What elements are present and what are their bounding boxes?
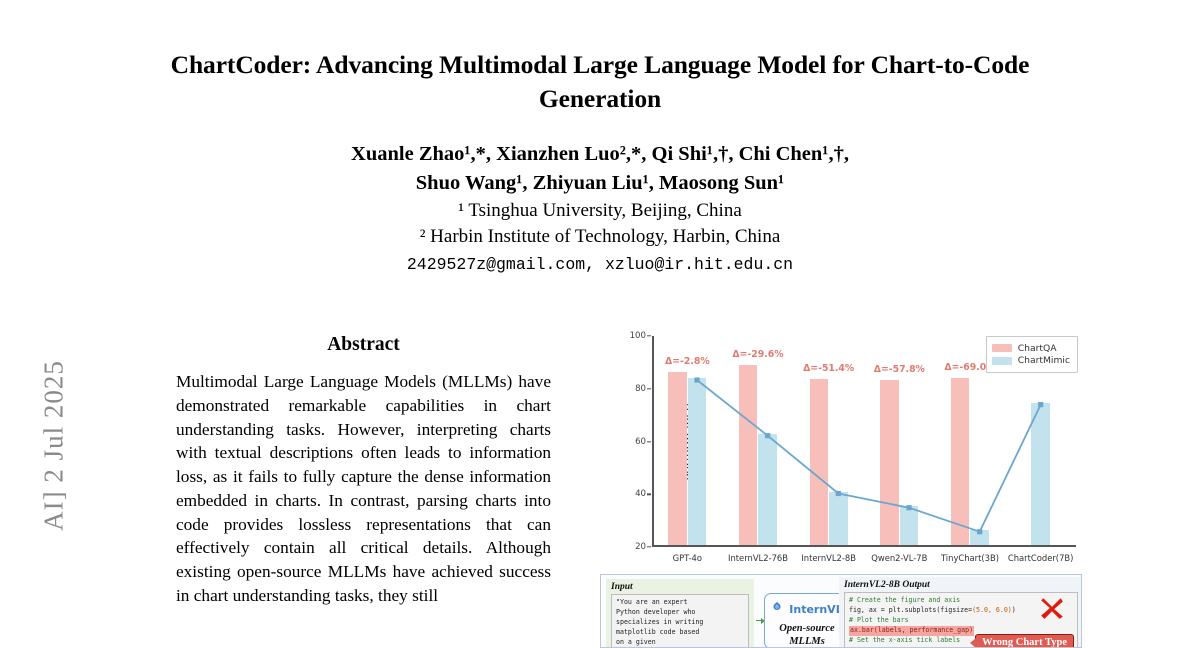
bar-chartmimic-1 (758, 434, 777, 546)
x-tick-label-3: Qwen2-VL-7B (871, 553, 928, 564)
code-line-1: # Create the figure and axis (849, 596, 961, 604)
code-line-4: ax.bar(labels, performance_gap) (849, 625, 1073, 636)
code-line-2-b: (5.0, 6.0) (972, 605, 1012, 614)
bar-chartmimic-5 (1031, 402, 1050, 546)
author-line-2: Shuo Wang¹, Zhiyuan Liu¹, Maosong Sun¹ (415, 172, 785, 195)
code-line-2-c: ) (1011, 605, 1016, 614)
legend-swatch-chartqa (991, 344, 1012, 352)
red-x-icon (1041, 598, 1063, 619)
abstract-section: Abstract Multimodal Large Language Model… (176, 334, 551, 608)
bar-chartmimic-2 (829, 491, 848, 546)
y-tick-80: 80 (618, 384, 646, 394)
arxiv-stamp: AI] 2 Jul 2025 (38, 360, 69, 531)
legend-label-chartqa: ChartQA (1017, 342, 1057, 354)
y-tick-100: 100 (618, 331, 646, 341)
model-box: InternVL Open-source MLLMs (764, 593, 850, 648)
chart-legend: ChartQA ChartMimic (985, 336, 1078, 373)
y-tick-20: 20 (618, 542, 646, 552)
bar-chartqa-1 (739, 365, 758, 546)
bar-group-internvl2-8b: InternVL2-8B Δ=-51.4% (793, 334, 864, 563)
input-prompt-box: "You are an expert Python developer who … (611, 594, 749, 647)
x-tick-label-0: GPT-4o (672, 553, 703, 564)
y-tick-60: 60 (618, 437, 646, 447)
input-panel-heading: Input (611, 582, 633, 592)
author-emails: 2429527z@gmail.com, xzluo@ir.hit.edu.cn (406, 254, 794, 274)
abstract-heading: Abstract (327, 334, 400, 355)
model-name-label: InternVL (789, 602, 843, 616)
delta-annotation-4: Δ=-69.0% (944, 362, 996, 374)
arrow-input-to-model (756, 620, 764, 622)
code-line-4-highlight: ax.bar(labels, performance_gap) (849, 625, 975, 636)
legend-item-chartmimic: ChartMimic (991, 355, 1070, 366)
legend-item-chartqa: ChartQA (991, 342, 1070, 354)
bar-chartqa-2 (809, 379, 829, 546)
authors-block: Xuanle Zhao¹,*, Xianzhen Luo²,*, Qi Shi¹… (150, 140, 1050, 277)
page-title: ChartCoder: Advancing Multimodal Large L… (170, 50, 1030, 113)
y-tick-40: 40 (618, 489, 646, 499)
bar-chartqa-3 (880, 379, 899, 546)
delta-annotation-2: Δ=-51.4% (803, 363, 855, 375)
x-tick-label-5: ChartCoder(7B) (1007, 553, 1074, 564)
bar-group-internvl2-76b: InternVL2-76B Δ=-29.6% (723, 334, 794, 563)
code-line-3: # Plot the bars (849, 615, 909, 624)
author-line-1: Xuanle Zhao¹,*, Xianzhen Luo²,*, Qi Shi¹… (351, 143, 849, 165)
bar-chartmimic-4 (970, 530, 989, 546)
x-tick-label-4: TinyChart(3B) (940, 553, 1000, 564)
generated-code-box: # Create the figure and axis fig, ax = p… (844, 592, 1078, 647)
affiliation-2: ² Harbin Institute of Technology, Harbin… (419, 226, 781, 248)
title-block: ChartCoder: Advancing Multimodal Large L… (150, 48, 1050, 115)
legend-label-chartmimic: ChartMimic (1017, 355, 1070, 366)
input-panel: Input "You are an expert Python develope… (606, 579, 754, 647)
affiliation-1: ¹ Tsinghua University, Beijing, China (458, 200, 742, 222)
bar-group-gpt-4o: GPT-4o Δ=-2.8% (652, 334, 723, 563)
bar-group-qwen2-vl-7b: Qwen2-VL-7B Δ=-57.8% (864, 334, 935, 564)
code-line-2: fig, ax = plt.subplots(figsize=(5.0, 6.0… (849, 606, 1073, 616)
output-panel: InternVL2-8B Output # Create the figure … (839, 577, 1081, 647)
x-tick-label-2: InternVL2-8B (801, 553, 856, 564)
model-subtitle-label: Open-source MLLMs (779, 623, 835, 648)
bar-chartqa-4 (951, 378, 970, 546)
abstract-body: Multimodal Large Language Models (MLLMs)… (176, 372, 551, 606)
bar-chartmimic-3 (899, 506, 919, 546)
delta-annotation-1: Δ=-29.6% (732, 349, 784, 360)
y-axis-line (652, 336, 654, 547)
legend-swatch-chartmimic (991, 356, 1012, 365)
delta-annotation-0: Δ=-2.8% (665, 356, 710, 368)
wrong-chart-type-callout: Wrong Chart Type (975, 634, 1074, 647)
bar-chartqa-0 (668, 372, 687, 546)
x-tick-label-1: InternVL2-76B (728, 553, 788, 564)
delta-annotation-3: Δ=-57.8% (873, 363, 925, 375)
bar-chartmimic-0 (687, 378, 707, 546)
input-prompt-text: "You are an expert Python developer who … (616, 598, 704, 646)
output-panel-heading: InternVL2-8B Output (844, 580, 930, 590)
internvl-logo-icon (771, 600, 783, 618)
code-line-2-a: fig, ax = plt.subplots(figsize= (849, 605, 973, 614)
pipeline-panel: Input "You are an expert Python develope… (600, 574, 1082, 648)
code-line-5: # Set the x-axis tick labels (849, 635, 961, 644)
x-axis-line (652, 545, 1076, 547)
